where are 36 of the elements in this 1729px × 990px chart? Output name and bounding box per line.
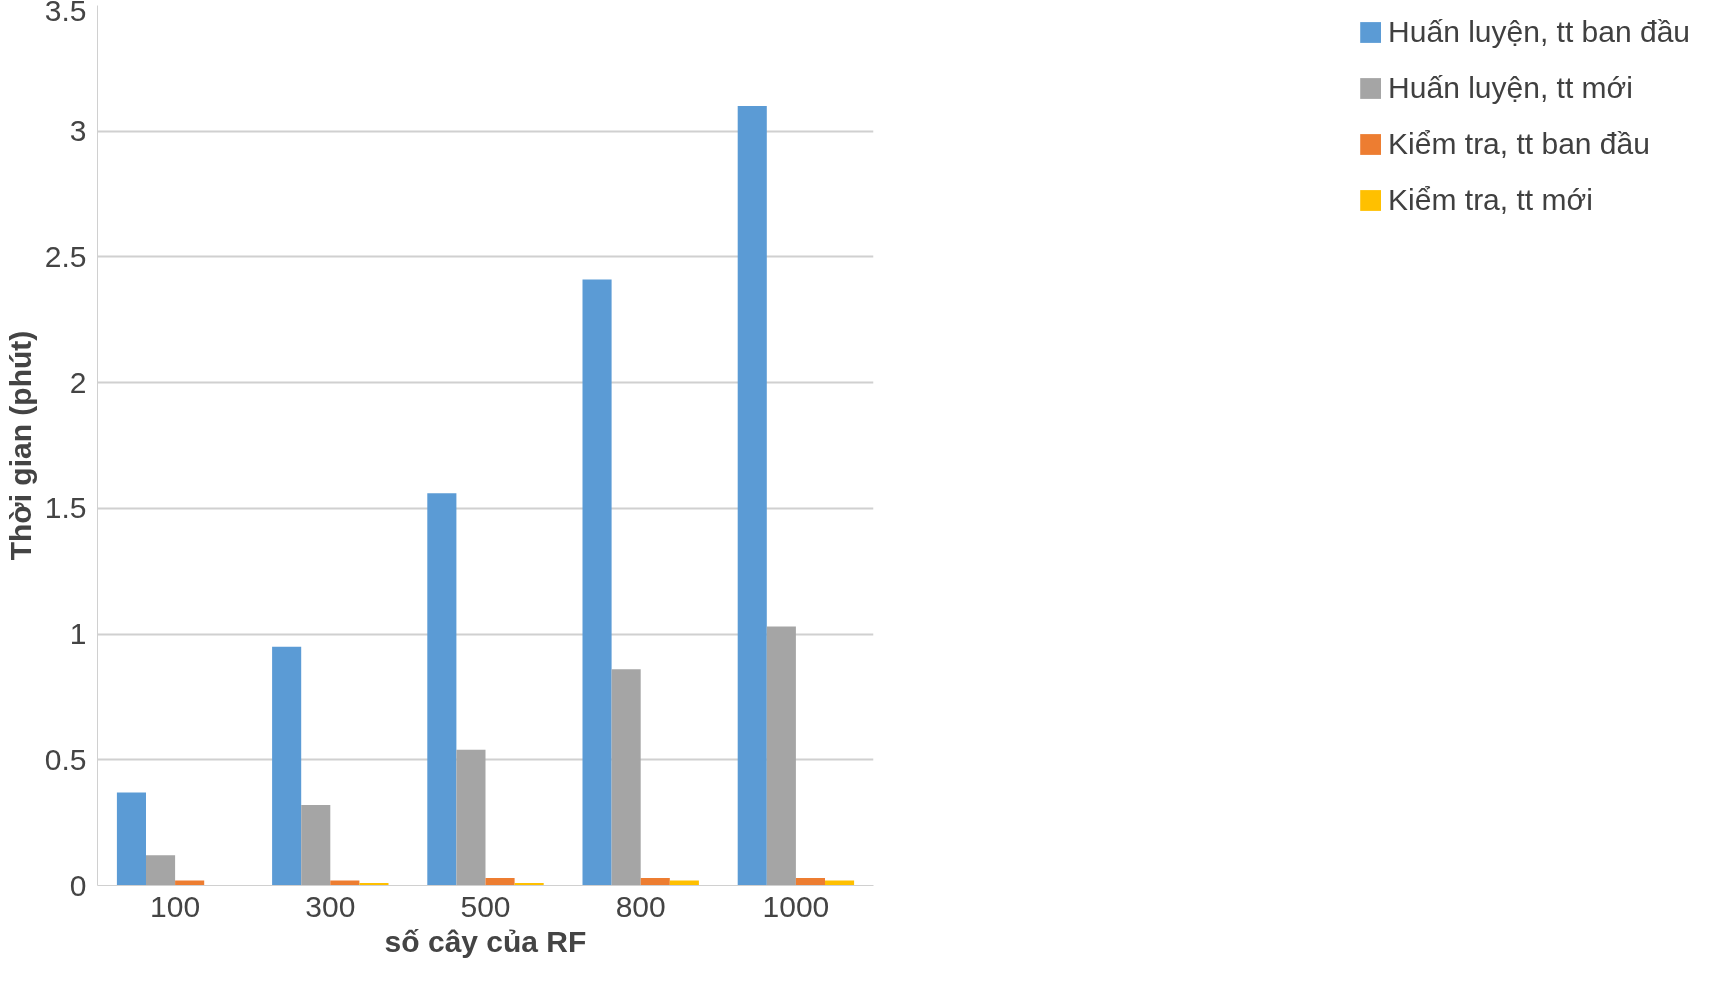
x-tick-label: 100 bbox=[150, 889, 201, 923]
bar bbox=[175, 880, 205, 886]
bar bbox=[272, 646, 302, 886]
legend-label: Huấn luyện, tt mới bbox=[1388, 71, 1633, 105]
bar bbox=[485, 877, 515, 886]
bar bbox=[640, 877, 670, 886]
bar bbox=[116, 792, 146, 886]
x-tick-label: 300 bbox=[305, 889, 356, 923]
legend-label: Kiểm tra, tt mới bbox=[1388, 183, 1593, 217]
bar bbox=[825, 880, 855, 886]
bar bbox=[330, 880, 360, 886]
x-tick-label: 500 bbox=[460, 889, 511, 923]
bar bbox=[669, 880, 699, 886]
y-tick-label: 2.5 bbox=[44, 239, 87, 273]
bar bbox=[427, 493, 457, 886]
bar bbox=[456, 749, 486, 886]
x-tick-label: 800 bbox=[615, 889, 666, 923]
bar bbox=[611, 669, 641, 886]
x-axis-title: số cây của RF bbox=[384, 924, 587, 958]
legend-label: Kiểm tra, tt ban đầu bbox=[1388, 127, 1650, 161]
bar bbox=[766, 626, 796, 886]
legend-label: Huấn luyện, tt ban đầu bbox=[1388, 15, 1690, 49]
bar bbox=[737, 106, 767, 886]
y-tick-label: 1 bbox=[69, 617, 87, 651]
y-tick-label: 0 bbox=[69, 868, 87, 902]
x-tick-label: 1000 bbox=[762, 889, 830, 923]
bar bbox=[301, 805, 331, 886]
y-tick-label: 3.5 bbox=[44, 0, 87, 27]
y-tick-label: 3 bbox=[69, 114, 87, 148]
y-tick-label: 1.5 bbox=[44, 491, 87, 525]
bar bbox=[146, 855, 176, 886]
bar bbox=[582, 279, 612, 886]
y-axis-title: Thời gian (phút) bbox=[3, 330, 37, 561]
y-tick-label: 2 bbox=[69, 365, 87, 399]
y-tick-label: 0.5 bbox=[44, 742, 87, 776]
bar bbox=[795, 877, 825, 886]
